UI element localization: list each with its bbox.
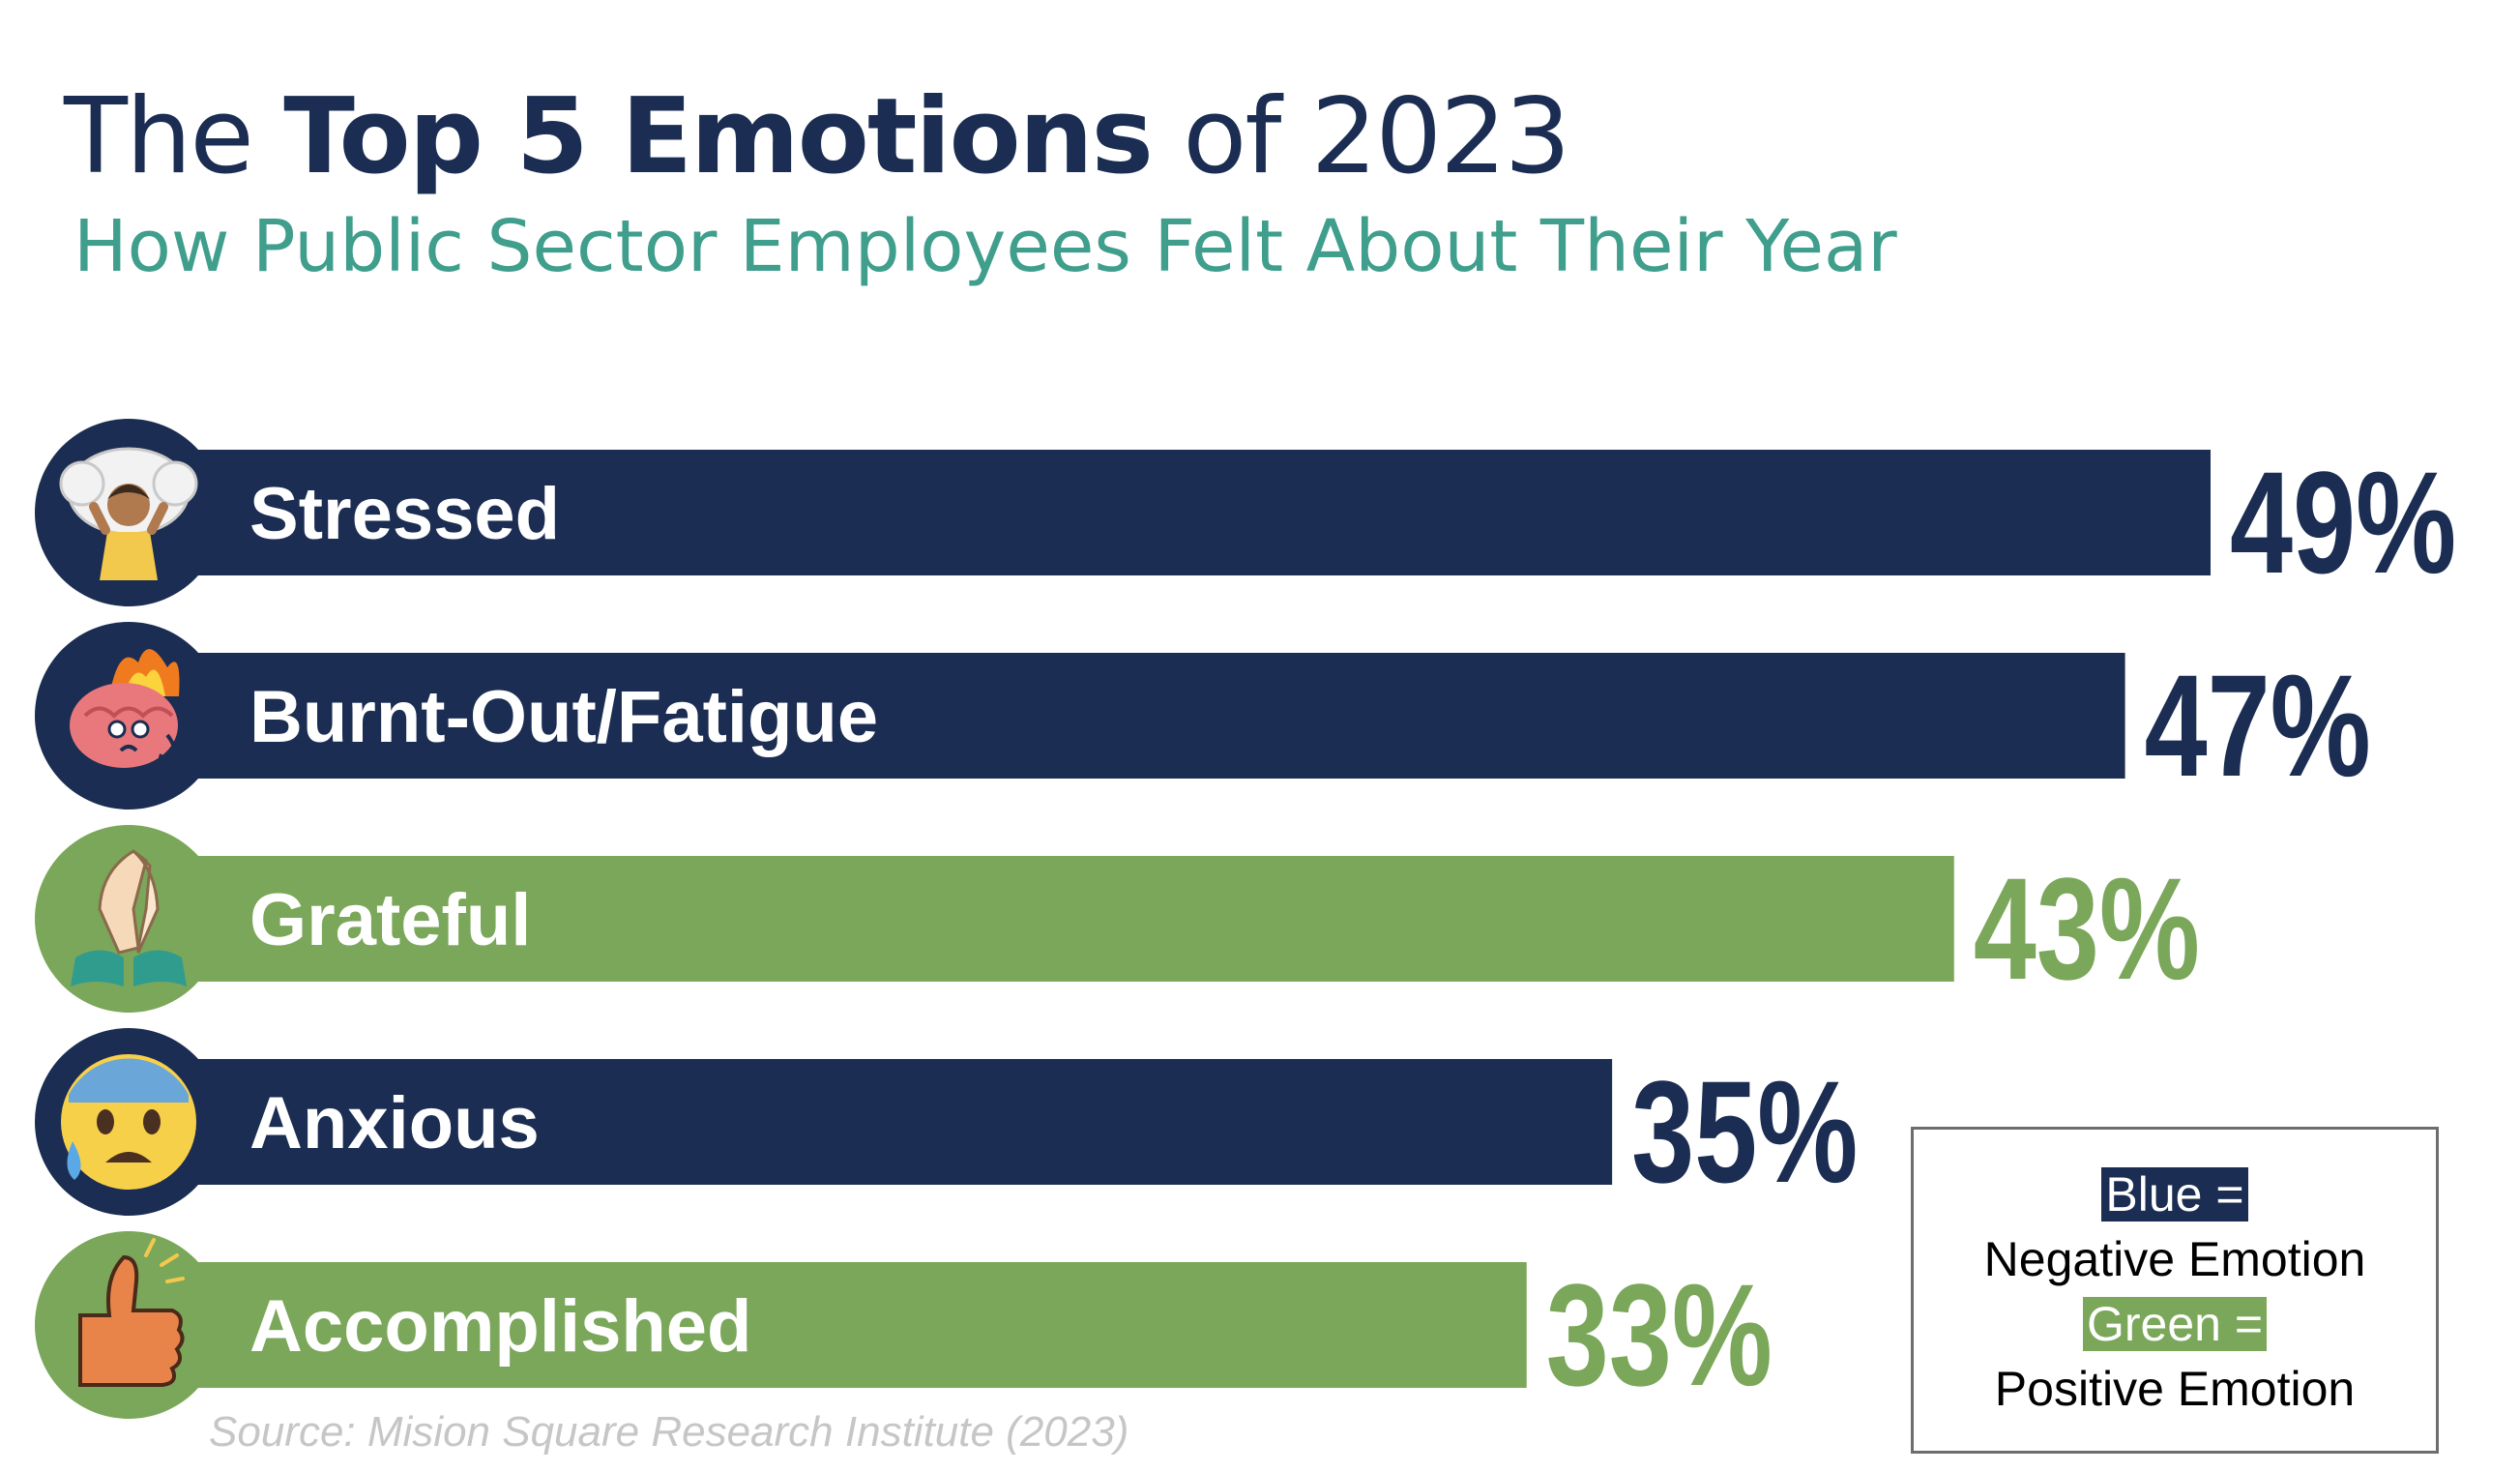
title-suffix: of 2023 [1151,76,1570,197]
legend-blue-row: Blue = [1914,1163,2436,1227]
arms [89,502,168,535]
legend-positive-label: Positive Emotion [1994,1362,2356,1416]
category-label: Anxious [249,1082,540,1164]
cloud-puff [152,460,198,507]
anxious-face-icon [61,1054,196,1190]
bar-row: Anxious 35% [35,1028,1858,1216]
mouth [105,1152,152,1163]
praying-hands-icon [71,849,187,986]
legend-negative-label: Negative Emotion [1983,1232,2366,1286]
right-hand [132,849,160,954]
stressed-person-icon [59,447,198,580]
forehead-shade [69,1058,189,1103]
category-label: Grateful [249,879,531,961]
left-hand [98,849,148,955]
left-sleeve [71,950,124,986]
hair [107,485,150,499]
mouth [119,745,138,752]
body-shirt [100,532,158,580]
value-label: 43% [1974,847,2200,1010]
sweat-drop [67,1141,81,1180]
bar-row: Burnt-Out/Fatigue 47% [35,622,2371,810]
title-bold: Top 5 Emotions [283,76,1154,197]
legend-blue-chip: Blue = [2101,1167,2248,1222]
value-label: 35% [1631,1050,1858,1213]
bar [116,1262,1527,1388]
chart-subtitle: How Public Sector Employees Felt About T… [73,205,1897,288]
bar [116,653,2125,779]
bar-row: Grateful 43% [35,825,2200,1013]
category-label: Accomplished [249,1285,751,1368]
legend-green-chip: Green = [2082,1297,2268,1351]
thumb-hand [78,1254,185,1387]
sparkle [144,1238,185,1283]
brain-fold [83,706,174,719]
legend-green-row: Green = [1914,1292,2436,1357]
thumbs-up-icon [78,1238,185,1387]
eye [97,1109,114,1134]
value-label: 47% [2145,644,2371,807]
right-sleeve [133,950,187,986]
value-label: 33% [1546,1253,1773,1416]
eye [107,720,127,739]
bar [116,856,1954,982]
bar-row: Stressed 49% [35,419,2456,606]
eye [131,720,150,739]
head [107,484,150,526]
bar [116,1059,1613,1185]
value-label: 49% [2230,441,2456,604]
chart-title: The Top 5 Emotions of 2023 [64,85,1571,190]
bar [116,450,2211,575]
eye [143,1109,161,1134]
bar-row: Accomplished 33% [35,1231,1773,1419]
category-label: Stressed [249,473,560,555]
source-note: Source: Mision Square Research Institute… [209,1408,1129,1456]
burning-brain-icon [70,649,180,773]
title-prefix: The [64,76,284,197]
cane [158,733,177,773]
cloud-puff [59,460,105,507]
category-label: Burnt-Out/Fatigue [249,676,878,758]
legend-box: Blue = Negative Emotion Green = Positive… [1911,1127,2439,1454]
